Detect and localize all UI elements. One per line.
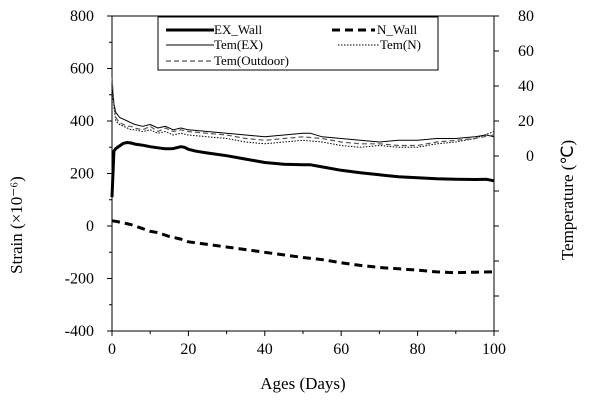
x-tick-label: 60: [333, 341, 349, 358]
series-line-tem-ex: [111, 82, 495, 143]
x-tick-label: 100: [482, 341, 506, 358]
y-left-tick-label: -200: [65, 271, 94, 288]
y-right-tick-label: 40: [518, 78, 534, 95]
y-right-tick-label: 60: [518, 43, 534, 60]
legend-label-n-wall: N_Wall: [377, 22, 417, 37]
legend: EX_Wall N_Wall Tem(EX) Tem(N) Tem(Outdoor): [157, 16, 439, 71]
legend-label-ex-wall: EX_Wall: [214, 22, 262, 37]
y-right-tick-label: 20: [518, 113, 534, 130]
series-line-tem-n: [111, 89, 495, 148]
x-tick-label: 0: [108, 341, 116, 358]
legend-label-tem-ex: Tem(EX): [214, 37, 263, 52]
series-line-tem-outdoor: [111, 77, 495, 147]
y-left-tick-label: -400: [65, 323, 94, 340]
y-left-tick-label: 600: [70, 61, 94, 78]
y-right-tick-label: 0: [526, 148, 534, 165]
x-axis-title: Ages (Days): [260, 374, 345, 393]
series-line-n-wall: [111, 219, 495, 275]
y-left-tick-label: 200: [70, 166, 94, 183]
y-left-tick-label: 400: [70, 113, 94, 130]
x-tick-label: 80: [410, 341, 426, 358]
y-left-tick-label: 800: [70, 8, 94, 25]
ticks-layer: 0 20 40 60 80 100 -400 -200 0 200 400 600 800 0 20 40 60…: [65, 8, 534, 358]
legend-label-tem-n: Tem(N): [380, 37, 421, 52]
x-tick-label: 40: [257, 341, 273, 358]
y-left-tick-label: 0: [86, 218, 94, 235]
legend-box: [157, 16, 439, 71]
series-layer: [110, 77, 495, 275]
y-axis-left-title: Strain (×10⁻⁶): [7, 176, 26, 274]
y-right-tick-label: 80: [518, 8, 534, 25]
x-tick-label: 20: [180, 341, 196, 358]
legend-label-tem-outdoor: Tem(Outdoor): [214, 53, 289, 68]
y-axis-right-title: Temperature (℃): [558, 140, 577, 260]
series-line-ex-wall: [110, 141, 495, 198]
